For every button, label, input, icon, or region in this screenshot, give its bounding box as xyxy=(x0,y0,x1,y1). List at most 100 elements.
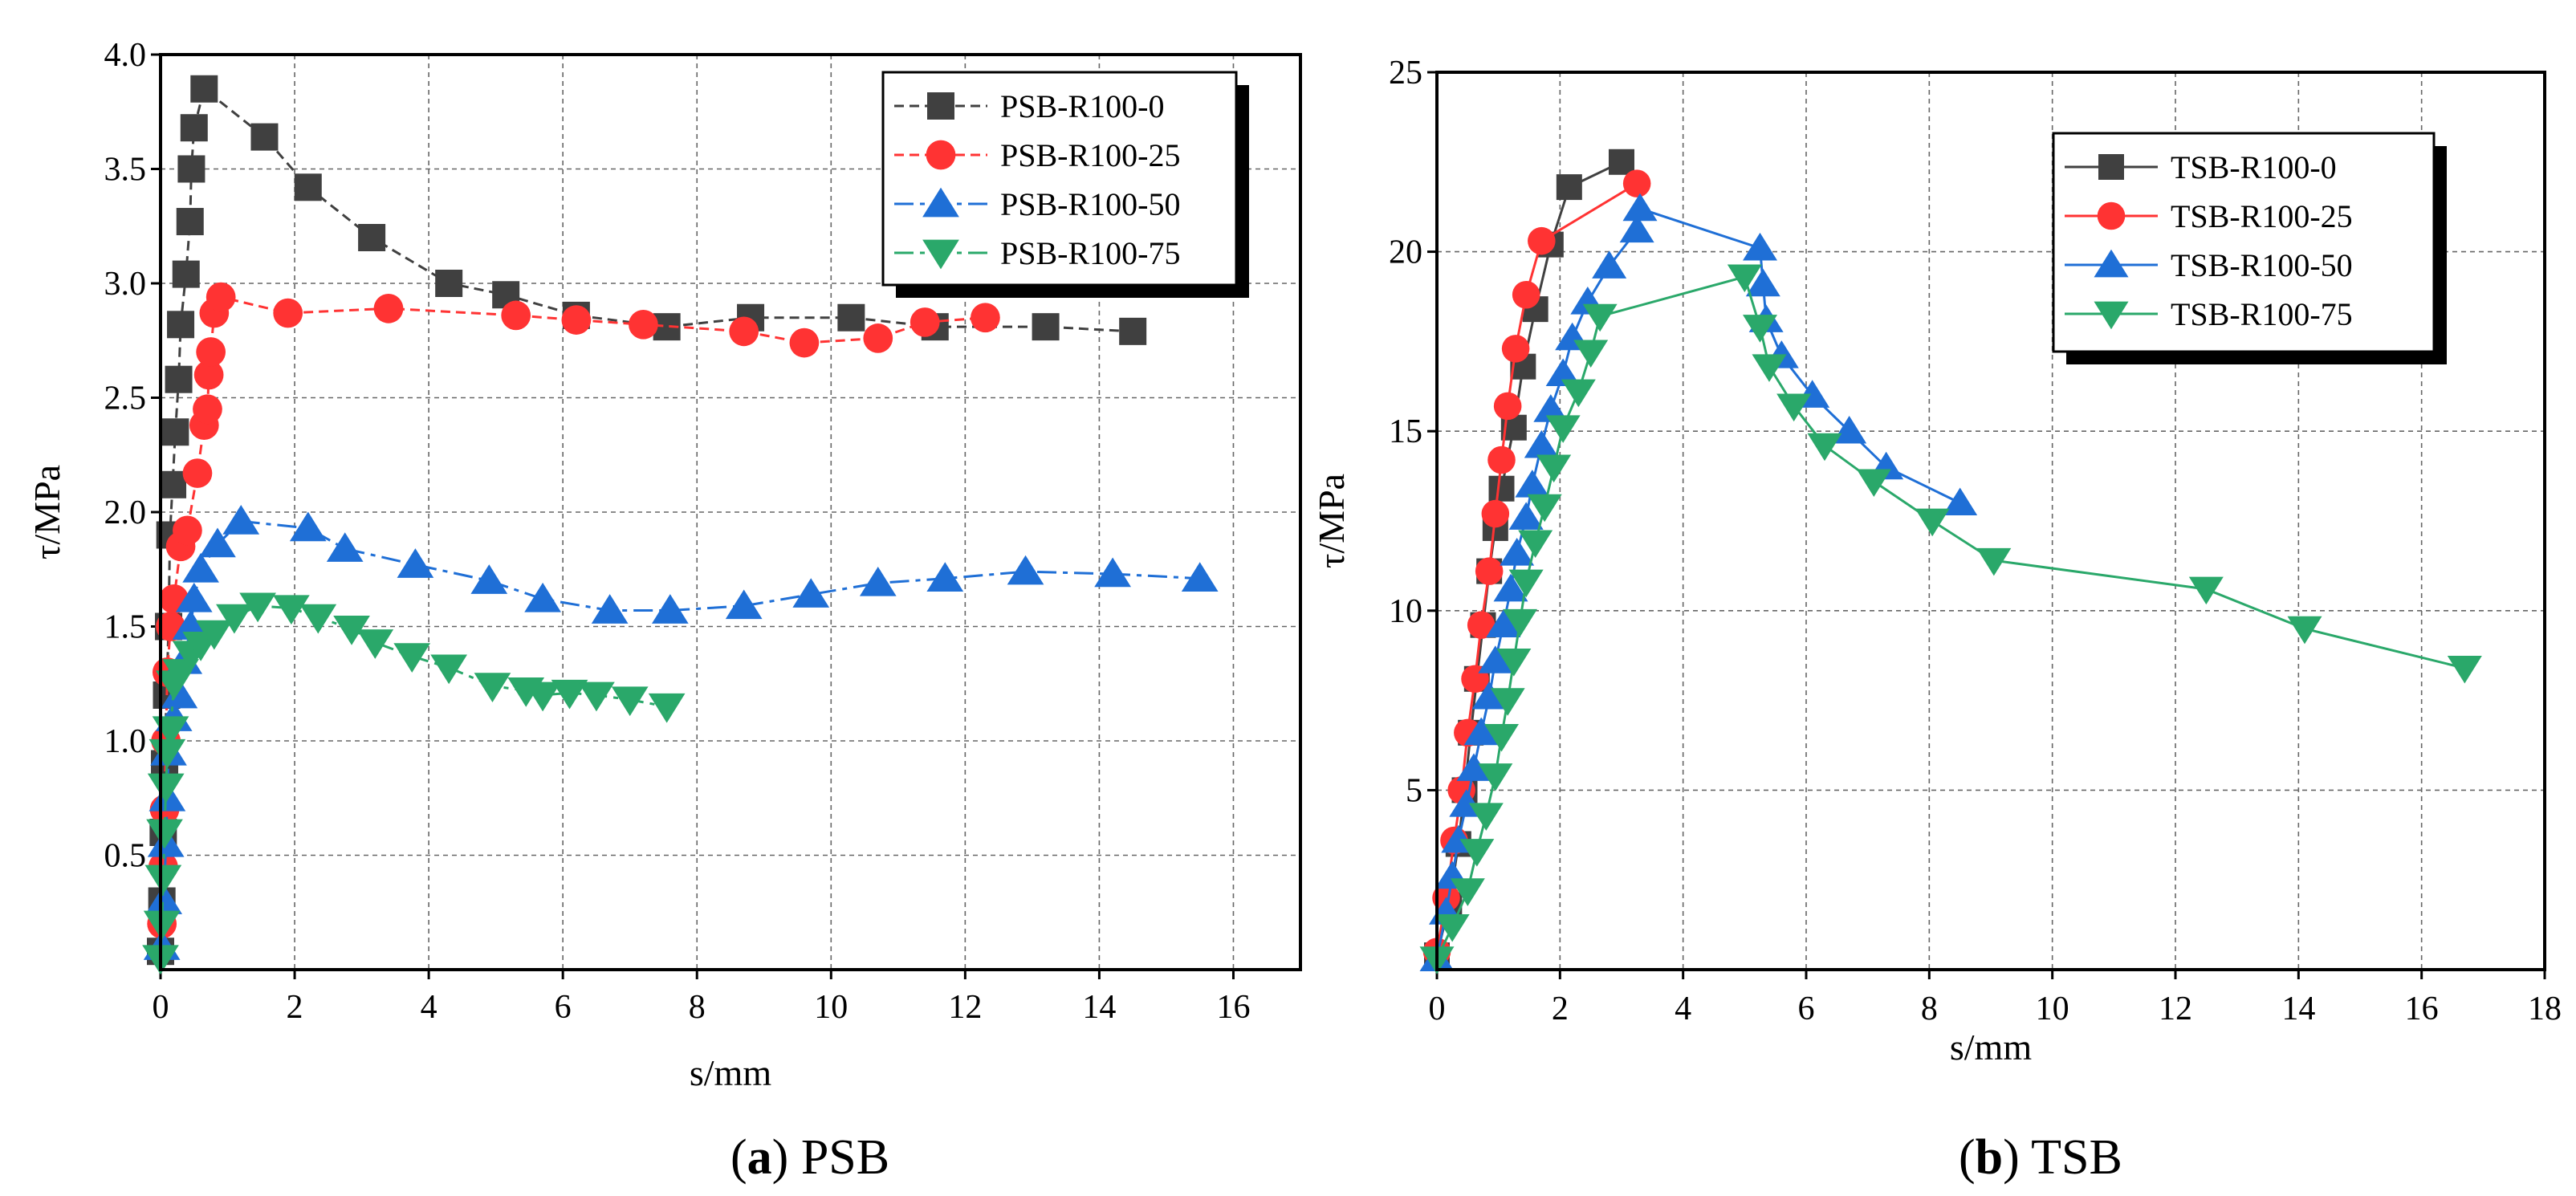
x-tick-label: 16 xyxy=(2405,991,2439,1027)
data-point xyxy=(326,532,364,562)
data-point xyxy=(1483,723,1520,752)
legend-item: TSB-R100-0 xyxy=(2065,149,2337,185)
data-point xyxy=(926,562,964,592)
data-point xyxy=(1493,392,1522,421)
caption-letter: b xyxy=(1976,1130,2003,1185)
series-line xyxy=(161,519,1200,947)
data-point xyxy=(561,305,592,335)
series-psb-r100-75 xyxy=(142,592,686,975)
data-point xyxy=(147,773,185,803)
data-point xyxy=(1471,681,1507,710)
data-point xyxy=(1512,280,1540,309)
data-point xyxy=(1561,379,1596,408)
legend-item: TSB-R100-25 xyxy=(2065,198,2353,234)
x-tick-label: 8 xyxy=(1921,991,1938,1027)
x-tick-label: 0 xyxy=(153,989,169,1026)
data-point xyxy=(1481,499,1510,528)
data-point xyxy=(578,681,615,712)
data-point xyxy=(176,208,204,236)
data-point xyxy=(524,582,561,612)
data-point xyxy=(1496,649,1532,677)
legend: TSB-R100-0 TSB-R100-25 TSB-R100-50 TSB-R100… xyxy=(2052,132,2447,364)
data-point xyxy=(172,260,200,288)
legend-label: TSB-R100-50 xyxy=(2171,247,2353,283)
series-psb-r100-25 xyxy=(147,282,1000,939)
data-point xyxy=(1915,508,1950,537)
x-tick-label: 12 xyxy=(2159,991,2192,1027)
legend-item: PSB-R100-0 xyxy=(894,88,1165,124)
panel-caption: (a) PSB xyxy=(730,1130,889,1185)
data-point xyxy=(971,303,1000,333)
data-point xyxy=(397,548,434,578)
legend-item: TSB-R100-50 xyxy=(2065,247,2353,283)
data-point xyxy=(1468,803,1504,831)
data-point xyxy=(250,123,279,151)
data-point xyxy=(1592,250,1627,279)
data-point xyxy=(1582,303,1618,332)
legend-marker xyxy=(2094,301,2129,330)
caption-open-paren: ( xyxy=(730,1130,747,1185)
data-point xyxy=(1545,415,1581,443)
data-point xyxy=(1435,913,1470,942)
y-tick-label: 1.0 xyxy=(104,723,147,760)
data-point xyxy=(789,327,820,358)
data-point xyxy=(1776,393,1812,422)
chart-tsb: 0 2 4 6 8 10 12 14 16 18 5 10 15 20 25 s/mm τ/MPa TSB-R10… xyxy=(1311,55,2562,1185)
x-axis-label: s/mm xyxy=(1950,1027,2032,1068)
data-point xyxy=(333,616,370,645)
data-point xyxy=(180,114,208,142)
data-point xyxy=(629,309,658,340)
legend-item: PSB-R100-75 xyxy=(894,235,1181,271)
data-point xyxy=(474,673,511,702)
data-point xyxy=(2188,576,2224,605)
data-point xyxy=(173,515,202,546)
y-tick-label: 25 xyxy=(1389,55,1422,92)
x-tick-label: 2 xyxy=(1552,991,1569,1027)
data-point xyxy=(1515,470,1550,498)
data-point xyxy=(144,864,182,895)
caption-close-paren: ) xyxy=(2003,1130,2020,1185)
panel-caption: (b) TSB xyxy=(1959,1130,2122,1185)
data-point xyxy=(1508,502,1544,530)
legend-label: PSB-R100-25 xyxy=(1000,137,1181,173)
x-axis-label: s/mm xyxy=(690,1052,771,1093)
data-point xyxy=(591,594,629,624)
chart-psb: 0 2 4 6 8 10 12 14 16 0.5 1.0 1.5 2.0 2.5 3.0 3.5 4.0 s/m… xyxy=(26,37,1302,1185)
data-point xyxy=(1856,469,1891,498)
data-point xyxy=(1518,530,1553,559)
series-tsb-r100-75 xyxy=(1419,264,2482,974)
data-point xyxy=(1807,433,1842,462)
y-tick-label: 4.0 xyxy=(104,37,147,74)
y-tick-label: 2.0 xyxy=(104,494,147,531)
x-tick-label: 2 xyxy=(287,989,303,1026)
data-point xyxy=(177,155,206,183)
legend-marker xyxy=(2098,154,2124,180)
legend: PSB-R100-0 PSB-R100-25 PSB-R100-50 PSB-R100… xyxy=(881,71,1249,298)
legend-label: TSB-R100-0 xyxy=(2171,149,2337,185)
y-axis-label: τ/MPa xyxy=(26,465,67,559)
data-point xyxy=(725,589,763,620)
data-point xyxy=(149,738,186,769)
y-tick-label: 2.5 xyxy=(104,380,147,417)
data-point xyxy=(1032,313,1060,341)
data-point xyxy=(1752,354,1787,382)
data-point xyxy=(294,173,322,201)
data-point xyxy=(273,595,310,625)
data-point xyxy=(1450,878,1485,906)
caption-text: TSB xyxy=(2020,1130,2122,1185)
data-point xyxy=(193,394,222,425)
data-point xyxy=(1094,557,1131,588)
data-point xyxy=(792,578,830,608)
data-point xyxy=(193,360,224,390)
x-tick-label: 4 xyxy=(1675,991,1691,1027)
data-point xyxy=(182,552,219,583)
y-tick-label: 0.5 xyxy=(104,838,147,875)
data-point xyxy=(611,686,649,717)
data-point xyxy=(1742,315,1778,343)
data-point xyxy=(1488,475,1515,502)
y-tick-label: 15 xyxy=(1389,413,1422,450)
legend-marker xyxy=(926,140,956,170)
data-point xyxy=(1556,174,1582,201)
series-psb-r100-50 xyxy=(143,505,1219,960)
data-point xyxy=(470,564,508,594)
